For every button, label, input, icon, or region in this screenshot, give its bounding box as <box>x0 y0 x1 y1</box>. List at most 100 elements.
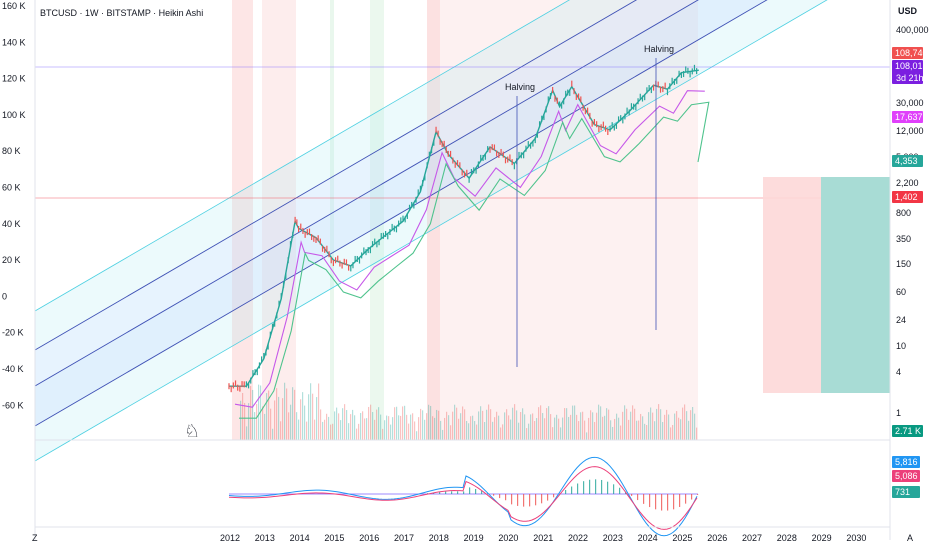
volume-bar <box>298 420 299 440</box>
volume-bar <box>316 397 317 440</box>
candle <box>530 143 531 149</box>
volume-bar <box>326 414 327 440</box>
candle <box>603 122 604 128</box>
osc-bar <box>529 494 530 506</box>
volume-bar <box>570 415 571 440</box>
candle <box>311 234 312 240</box>
right-tick-label: 350 <box>896 234 911 244</box>
candle <box>642 96 643 102</box>
candle <box>415 197 416 203</box>
osc-bar <box>697 494 698 495</box>
volume-bar <box>556 415 557 440</box>
candle <box>535 137 536 143</box>
volume-bar <box>364 418 365 440</box>
volume-bar <box>304 406 305 440</box>
candle <box>389 229 390 235</box>
candle <box>315 237 316 243</box>
candle <box>357 256 358 262</box>
candle <box>381 233 382 239</box>
candle <box>418 189 419 195</box>
osc-bar <box>643 494 644 504</box>
candle <box>298 226 299 232</box>
candle <box>569 90 570 96</box>
volume-bar <box>668 415 669 440</box>
candle <box>512 159 513 165</box>
volume-bar <box>472 416 473 440</box>
candle <box>448 151 449 157</box>
volume-bar <box>624 405 625 440</box>
volume-bar <box>252 390 253 440</box>
volume-bar <box>246 426 247 440</box>
candle <box>335 257 336 263</box>
candle <box>405 216 406 222</box>
candle <box>228 383 229 389</box>
volume-bar <box>382 429 383 440</box>
candle <box>300 224 301 230</box>
time-tick-label: 2016 <box>359 533 379 543</box>
volume-bar <box>548 406 549 440</box>
volume-bar <box>468 423 469 440</box>
candle <box>687 68 688 74</box>
volume-bar <box>590 410 591 440</box>
volume-bar <box>368 407 369 440</box>
volume-bar <box>376 410 377 440</box>
osc-bar <box>673 494 674 509</box>
volume-bar <box>322 422 323 440</box>
time-tick-label: 2028 <box>777 533 797 543</box>
currency-label: USD <box>898 6 918 16</box>
candle <box>509 154 510 160</box>
volume-bar <box>588 418 589 440</box>
volume-bar <box>458 419 459 440</box>
time-tick-label: 2030 <box>846 533 866 543</box>
chart-title: BTCUSD · 1W · BITSTAMP · Heikin Ashi <box>40 8 203 18</box>
candle <box>359 258 360 264</box>
candle <box>250 378 251 384</box>
osc-bar <box>607 482 608 494</box>
candle <box>644 94 645 100</box>
volume-bar <box>276 388 277 440</box>
candle <box>685 66 686 72</box>
candle <box>459 162 460 168</box>
osc-bar <box>451 491 452 494</box>
candle <box>457 160 458 166</box>
volume-bar <box>336 408 337 440</box>
candle <box>374 239 375 245</box>
candle <box>383 233 384 239</box>
right-tick-label: 1 <box>896 408 901 418</box>
volume-bar <box>652 413 653 440</box>
time-tick-label: 2026 <box>707 533 727 543</box>
volume-bar <box>454 405 455 440</box>
volume-bar <box>694 414 695 440</box>
osc-bar <box>613 484 614 494</box>
candle <box>285 273 286 279</box>
osc-bar <box>583 481 584 494</box>
candle <box>355 256 356 262</box>
time-tick-label: 2027 <box>742 533 762 543</box>
candle <box>255 369 256 375</box>
left-tick-label: -60 K <box>2 400 24 410</box>
osc-bar <box>535 494 536 505</box>
right-tick-label: 800 <box>896 208 911 218</box>
candle <box>582 105 583 111</box>
candle <box>385 231 386 237</box>
osc-bar <box>649 494 650 507</box>
volume-bar <box>586 432 587 440</box>
volume-bar <box>400 416 401 440</box>
candle <box>442 141 443 147</box>
volume-bar <box>378 407 379 440</box>
volume-bar <box>258 385 259 440</box>
candle <box>626 108 627 114</box>
osc-bar <box>577 484 578 494</box>
volume-bar <box>650 408 651 440</box>
left-tick-label: 140 K <box>2 37 26 47</box>
volume-bar <box>622 412 623 440</box>
volume-bar <box>436 410 437 440</box>
volume-bar <box>414 421 415 440</box>
candle <box>694 65 695 71</box>
candle <box>678 71 679 77</box>
candle <box>554 96 555 102</box>
candle <box>507 157 508 163</box>
volume-bar <box>566 408 567 440</box>
